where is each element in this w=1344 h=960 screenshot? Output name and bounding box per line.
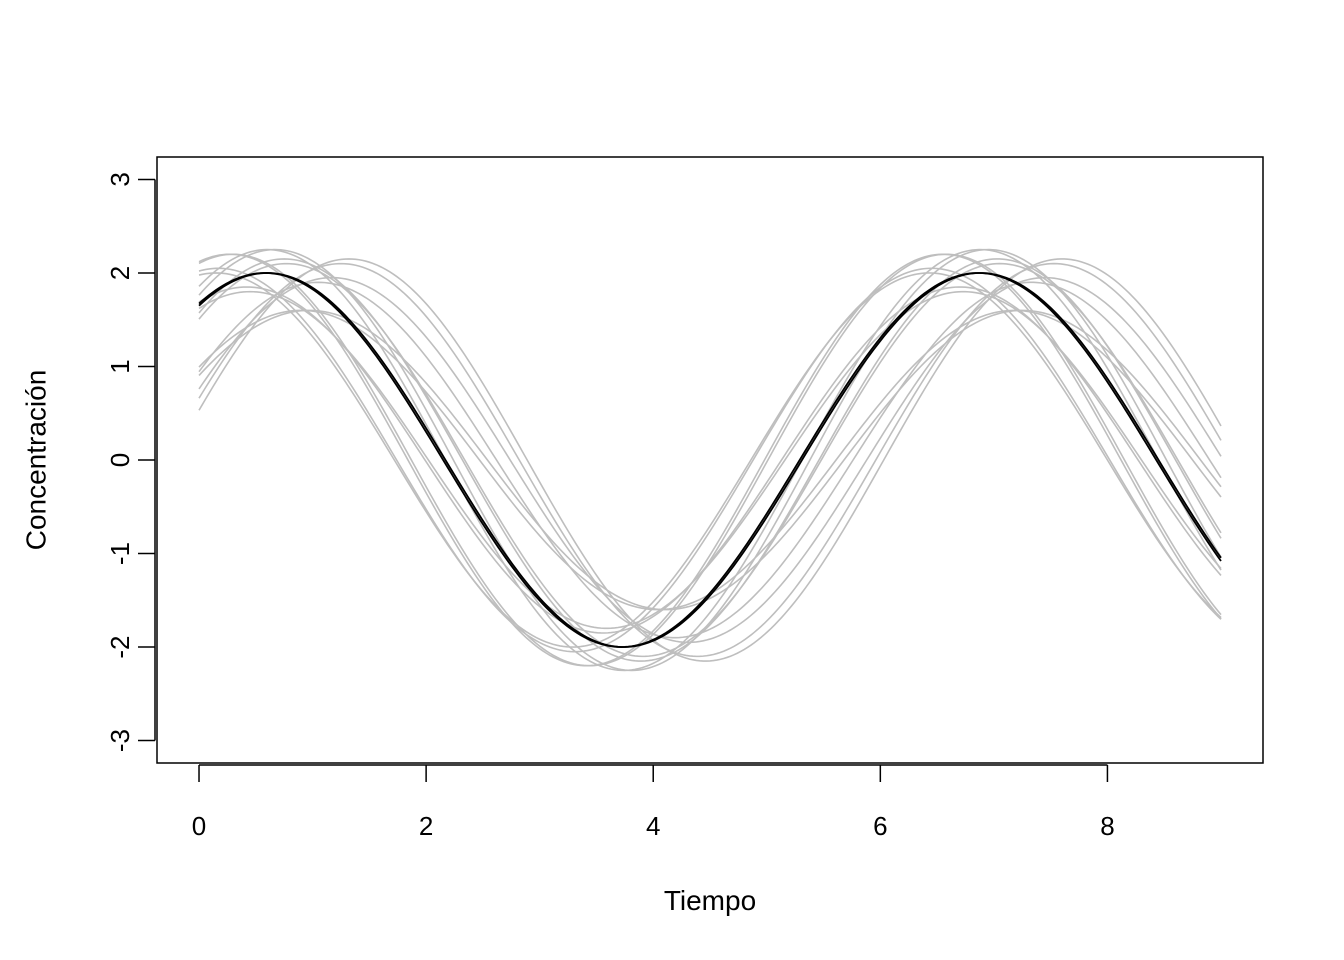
y-tick-label: 0 [105, 453, 135, 467]
x-tick-label: 4 [646, 811, 660, 841]
plot-frame [156, 156, 1264, 764]
sample-curve [198, 267, 1222, 653]
sample-curve [198, 253, 1222, 667]
y-tick-label: 2 [105, 266, 135, 280]
y-axis: -3 -2 -1 0 1 2 3 [105, 172, 156, 752]
mean-curve [198, 272, 1222, 648]
y-tick-label: -1 [105, 542, 135, 565]
sample-curve [198, 248, 1222, 672]
sample-curve [198, 258, 1222, 662]
curves-group [198, 248, 1222, 672]
y-tick-label: 3 [105, 172, 135, 186]
sample-curve [198, 272, 1222, 648]
x-tick-label: 2 [419, 811, 433, 841]
y-axis-title: Concentración [21, 370, 52, 551]
x-tick-label: 8 [1100, 811, 1114, 841]
x-axis-title: Tiempo [664, 885, 756, 916]
sample-curve [198, 290, 1222, 630]
sample-curve [198, 262, 1222, 658]
sample-curve [198, 286, 1222, 634]
sample-curve [198, 258, 1222, 662]
x-axis: 0 2 4 6 8 [192, 764, 1115, 841]
y-tick-label: 1 [105, 359, 135, 373]
sample-curve [198, 281, 1222, 639]
sample-curve [198, 253, 1222, 667]
x-tick-label: 0 [192, 811, 206, 841]
y-tick-label: -3 [105, 729, 135, 752]
mean-curve [198, 272, 1222, 648]
y-tick-label: -2 [105, 635, 135, 658]
sample-curve [198, 276, 1222, 644]
x-tick-label: 6 [873, 811, 887, 841]
sample-curve [198, 248, 1222, 672]
sample-curve [198, 309, 1222, 611]
